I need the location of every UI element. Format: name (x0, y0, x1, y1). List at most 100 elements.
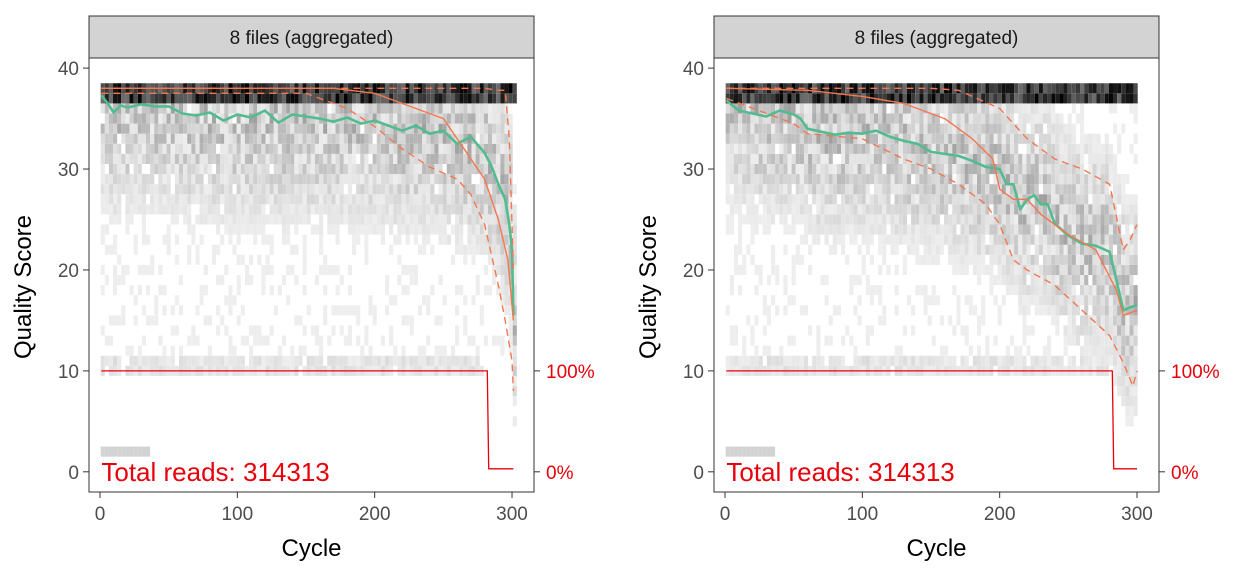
heatmap-cell (145, 103, 151, 114)
heatmap-cell (463, 204, 468, 215)
heatmap-cell (1022, 264, 1027, 275)
heatmap-cell (1005, 275, 1010, 286)
heatmap-cell (960, 234, 965, 245)
heatmap-cell (808, 113, 813, 124)
heatmap-cell (1001, 133, 1006, 144)
heatmap-cell (919, 214, 924, 225)
heatmap-cell (306, 133, 311, 144)
heatmap-cell (273, 305, 278, 316)
heatmap-cell (417, 305, 423, 316)
heatmap-cell (364, 204, 369, 215)
heatmap-cell (170, 355, 175, 366)
heatmap-cell (368, 194, 373, 205)
heatmap-cell (849, 93, 854, 104)
heatmap-cell (919, 174, 924, 185)
heatmap-cell (417, 244, 423, 255)
heatmap-cell (791, 163, 796, 175)
heatmap-cell (960, 204, 965, 215)
heatmap-cell (1096, 275, 1101, 286)
heatmap-cell (861, 103, 866, 114)
heatmap-cell (360, 83, 365, 94)
heatmap-cell (898, 184, 903, 195)
heatmap-cell (1034, 254, 1039, 265)
heatmap-cell (397, 113, 402, 124)
heatmap-cell (808, 163, 813, 175)
heatmap-cell (1014, 234, 1019, 245)
heatmap-cell (117, 194, 122, 205)
heatmap-cell (195, 163, 200, 175)
heatmap-cell (981, 133, 986, 144)
heatmap-cell (405, 93, 410, 104)
heatmap-cell (438, 133, 443, 144)
heatmap-cell (265, 133, 270, 144)
heatmap-cell (939, 163, 945, 175)
heatmap-cell (487, 163, 493, 175)
heatmap-cell (384, 133, 390, 144)
heatmap-cell (1042, 103, 1048, 114)
heatmap-cell (232, 153, 237, 164)
heatmap-cell (281, 123, 287, 134)
heatmap-cell (964, 234, 969, 245)
heatmap-cell (985, 133, 990, 144)
heatmap-cell (191, 153, 196, 164)
heatmap-cell (141, 184, 146, 195)
heatmap-cell (1088, 184, 1093, 195)
heatmap-cell (273, 153, 278, 164)
heatmap-cell (141, 133, 146, 144)
heatmap-cell (158, 184, 163, 195)
heatmap-cell (500, 153, 505, 164)
heatmap-cell (1088, 315, 1093, 326)
heatmap-cell (220, 123, 225, 134)
heatmap-cell (816, 163, 821, 175)
heatmap-cell (1100, 275, 1105, 286)
heatmap-cell (492, 224, 497, 235)
heatmap-cell (894, 113, 899, 124)
heatmap-cell (446, 234, 451, 245)
heatmap-cell (948, 224, 953, 235)
heatmap-cell (389, 103, 394, 114)
heatmap-cell (1071, 224, 1076, 235)
heatmap-cell (389, 113, 394, 124)
heatmap-cell (1108, 163, 1113, 175)
heatmap-cell (812, 355, 817, 366)
heatmap-cell (187, 184, 192, 195)
heatmap-cell (968, 163, 973, 175)
heatmap-cell (894, 194, 899, 205)
heatmap-cell (865, 355, 870, 366)
heatmap-cell (417, 194, 423, 205)
heatmap-cell (1042, 133, 1048, 144)
heatmap-cell (960, 113, 965, 124)
heatmap-cell (931, 194, 936, 205)
heatmap-cell (923, 103, 928, 114)
heatmap-cell (1009, 163, 1015, 175)
heatmap-cell (195, 133, 200, 144)
heatmap-cell (795, 123, 800, 134)
heatmap-cell (1125, 406, 1130, 417)
heatmap-cell (496, 335, 501, 346)
heatmap-cell (828, 133, 833, 144)
heatmap-cell (467, 335, 472, 346)
heatmap-cell (1051, 264, 1056, 275)
heatmap-cell (841, 234, 846, 245)
heatmap-cell (754, 204, 759, 215)
heatmap-cell (1100, 153, 1105, 164)
heatmap-cell (799, 204, 804, 215)
heatmap-cell (1063, 214, 1068, 225)
heatmap-cell (113, 143, 118, 154)
heatmap-cell (972, 305, 978, 316)
heatmap-cell (508, 123, 513, 134)
heatmap-cell (199, 174, 204, 185)
heatmap-cell (944, 153, 949, 164)
heatmap-cell (865, 123, 870, 134)
heatmap-cell (931, 93, 936, 104)
heatmap-cell (512, 264, 517, 275)
heatmap-cell (434, 133, 439, 144)
heatmap-cell (508, 214, 513, 225)
heatmap-cell (849, 275, 854, 286)
heatmap-cell (487, 194, 493, 205)
heatmap-cell (964, 123, 969, 134)
heatmap-cell (1096, 204, 1101, 215)
heatmap-cell (512, 275, 517, 286)
heatmap-cell (183, 204, 188, 215)
heatmap-cell (331, 163, 336, 175)
